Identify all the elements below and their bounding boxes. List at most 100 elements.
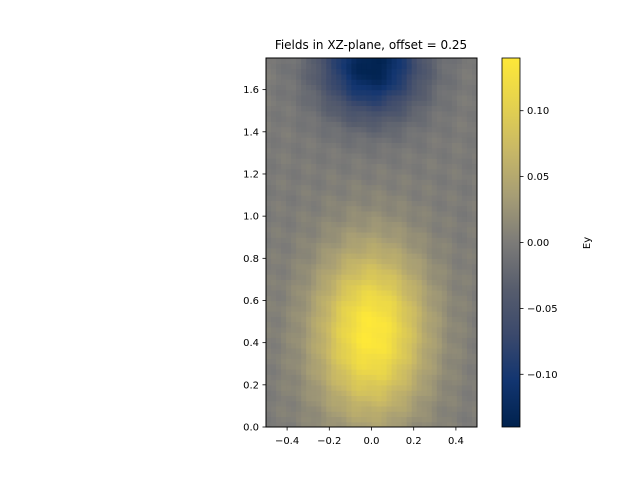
heatmap-cell [336, 168, 342, 175]
heatmap-cell [386, 411, 393, 418]
heatmap-cell [311, 284, 317, 291]
heatmap-cell [411, 179, 418, 186]
heatmap-cell [341, 79, 347, 85]
heatmap-cell [366, 163, 373, 170]
heatmap-cell [351, 295, 358, 302]
heatmap-cell [466, 131, 473, 138]
heatmap-cell [336, 369, 342, 375]
heatmap-cell [316, 289, 322, 296]
heatmap-cell [366, 289, 373, 296]
heatmap-cell [341, 253, 347, 259]
heatmap-cell [376, 163, 383, 170]
heatmap-cell [421, 184, 428, 191]
heatmap-cell [461, 405, 468, 412]
heatmap-cell [371, 179, 378, 186]
heatmap-cell [286, 363, 292, 370]
heatmap-cell [436, 321, 443, 328]
heatmap-cell [326, 79, 332, 85]
heatmap-cell [356, 421, 363, 427]
heatmap-cell [436, 237, 443, 244]
heatmap-cell [341, 384, 347, 391]
heatmap-cell [471, 342, 477, 349]
heatmap-cell [341, 231, 347, 238]
heatmap-cell [361, 216, 368, 223]
heatmap-cell [336, 68, 342, 75]
x-tick-label: −0.2 [317, 436, 341, 447]
heatmap-cell [416, 84, 423, 91]
heatmap-cell [266, 158, 272, 165]
heatmap-cell [416, 295, 423, 302]
heatmap-cell [266, 289, 272, 296]
heatmap-cell [461, 253, 468, 259]
heatmap-cell [431, 284, 438, 291]
heatmap-cell [301, 358, 307, 365]
heatmap-cell [406, 369, 413, 375]
heatmap-cell [466, 347, 473, 354]
heatmap-cell [271, 100, 277, 107]
heatmap-cell [351, 126, 358, 133]
heatmap-cell [366, 79, 373, 85]
heatmap-cell [356, 400, 363, 407]
heatmap-cell [466, 68, 473, 75]
y-tick-label: 0.4 [243, 338, 259, 349]
heatmap-cell [271, 369, 277, 375]
heatmap-cell [271, 405, 277, 412]
heatmap-cell [286, 421, 292, 427]
heatmap-cell [376, 131, 383, 138]
heatmap-cell [361, 110, 368, 117]
heatmap-cell [356, 110, 363, 117]
heatmap-cell [461, 421, 468, 427]
heatmap-cell [466, 374, 473, 381]
heatmap-cell [446, 189, 453, 196]
heatmap-cell [396, 411, 403, 418]
heatmap-cell [406, 342, 413, 349]
heatmap-cell [441, 231, 448, 238]
heatmap-cell [391, 84, 398, 91]
heatmap-cell [326, 395, 332, 402]
heatmap-cell [281, 390, 287, 396]
heatmap-cell [401, 358, 408, 365]
heatmap-cell [366, 205, 373, 212]
heatmap-cell [321, 347, 327, 354]
heatmap-cell [376, 115, 383, 122]
heatmap-cell [271, 326, 277, 333]
heatmap-cell [416, 179, 423, 186]
heatmap-cell [456, 311, 463, 317]
heatmap-cell [326, 316, 332, 323]
heatmap-cell [296, 342, 302, 349]
heatmap-cell [356, 205, 363, 212]
heatmap-cell [336, 374, 342, 381]
heatmap-cell [416, 253, 423, 259]
heatmap-cell [456, 200, 463, 207]
heatmap-cell [366, 173, 373, 180]
heatmap-cell [271, 305, 277, 312]
heatmap-cell [446, 384, 453, 391]
heatmap-cell [291, 216, 297, 223]
heatmap-cell [406, 305, 413, 312]
heatmap-cell [461, 305, 468, 312]
heatmap-cell [341, 347, 347, 354]
heatmap-cell [456, 305, 463, 312]
heatmap-cell [371, 173, 378, 180]
heatmap-cell [376, 195, 383, 201]
heatmap-cell [426, 305, 433, 312]
heatmap-cell [301, 79, 307, 85]
heatmap-cell [411, 226, 418, 233]
heatmap-cell [306, 168, 312, 175]
heatmap-cell [381, 326, 388, 333]
heatmap-cell [291, 258, 297, 265]
heatmap-cell [381, 395, 388, 402]
heatmap-cell [281, 316, 287, 323]
heatmap-cell [386, 152, 393, 159]
heatmap-cell [366, 316, 373, 323]
heatmap-cell [366, 279, 373, 286]
heatmap-cell [376, 200, 383, 207]
heatmap-cell [321, 295, 327, 302]
heatmap-cell [321, 268, 327, 275]
heatmap-cell [451, 384, 458, 391]
heatmap-cell [356, 94, 363, 101]
heatmap-cell [271, 89, 277, 96]
heatmap-cell [441, 100, 448, 107]
heatmap-cell [416, 168, 423, 175]
heatmap-cell [321, 173, 327, 180]
